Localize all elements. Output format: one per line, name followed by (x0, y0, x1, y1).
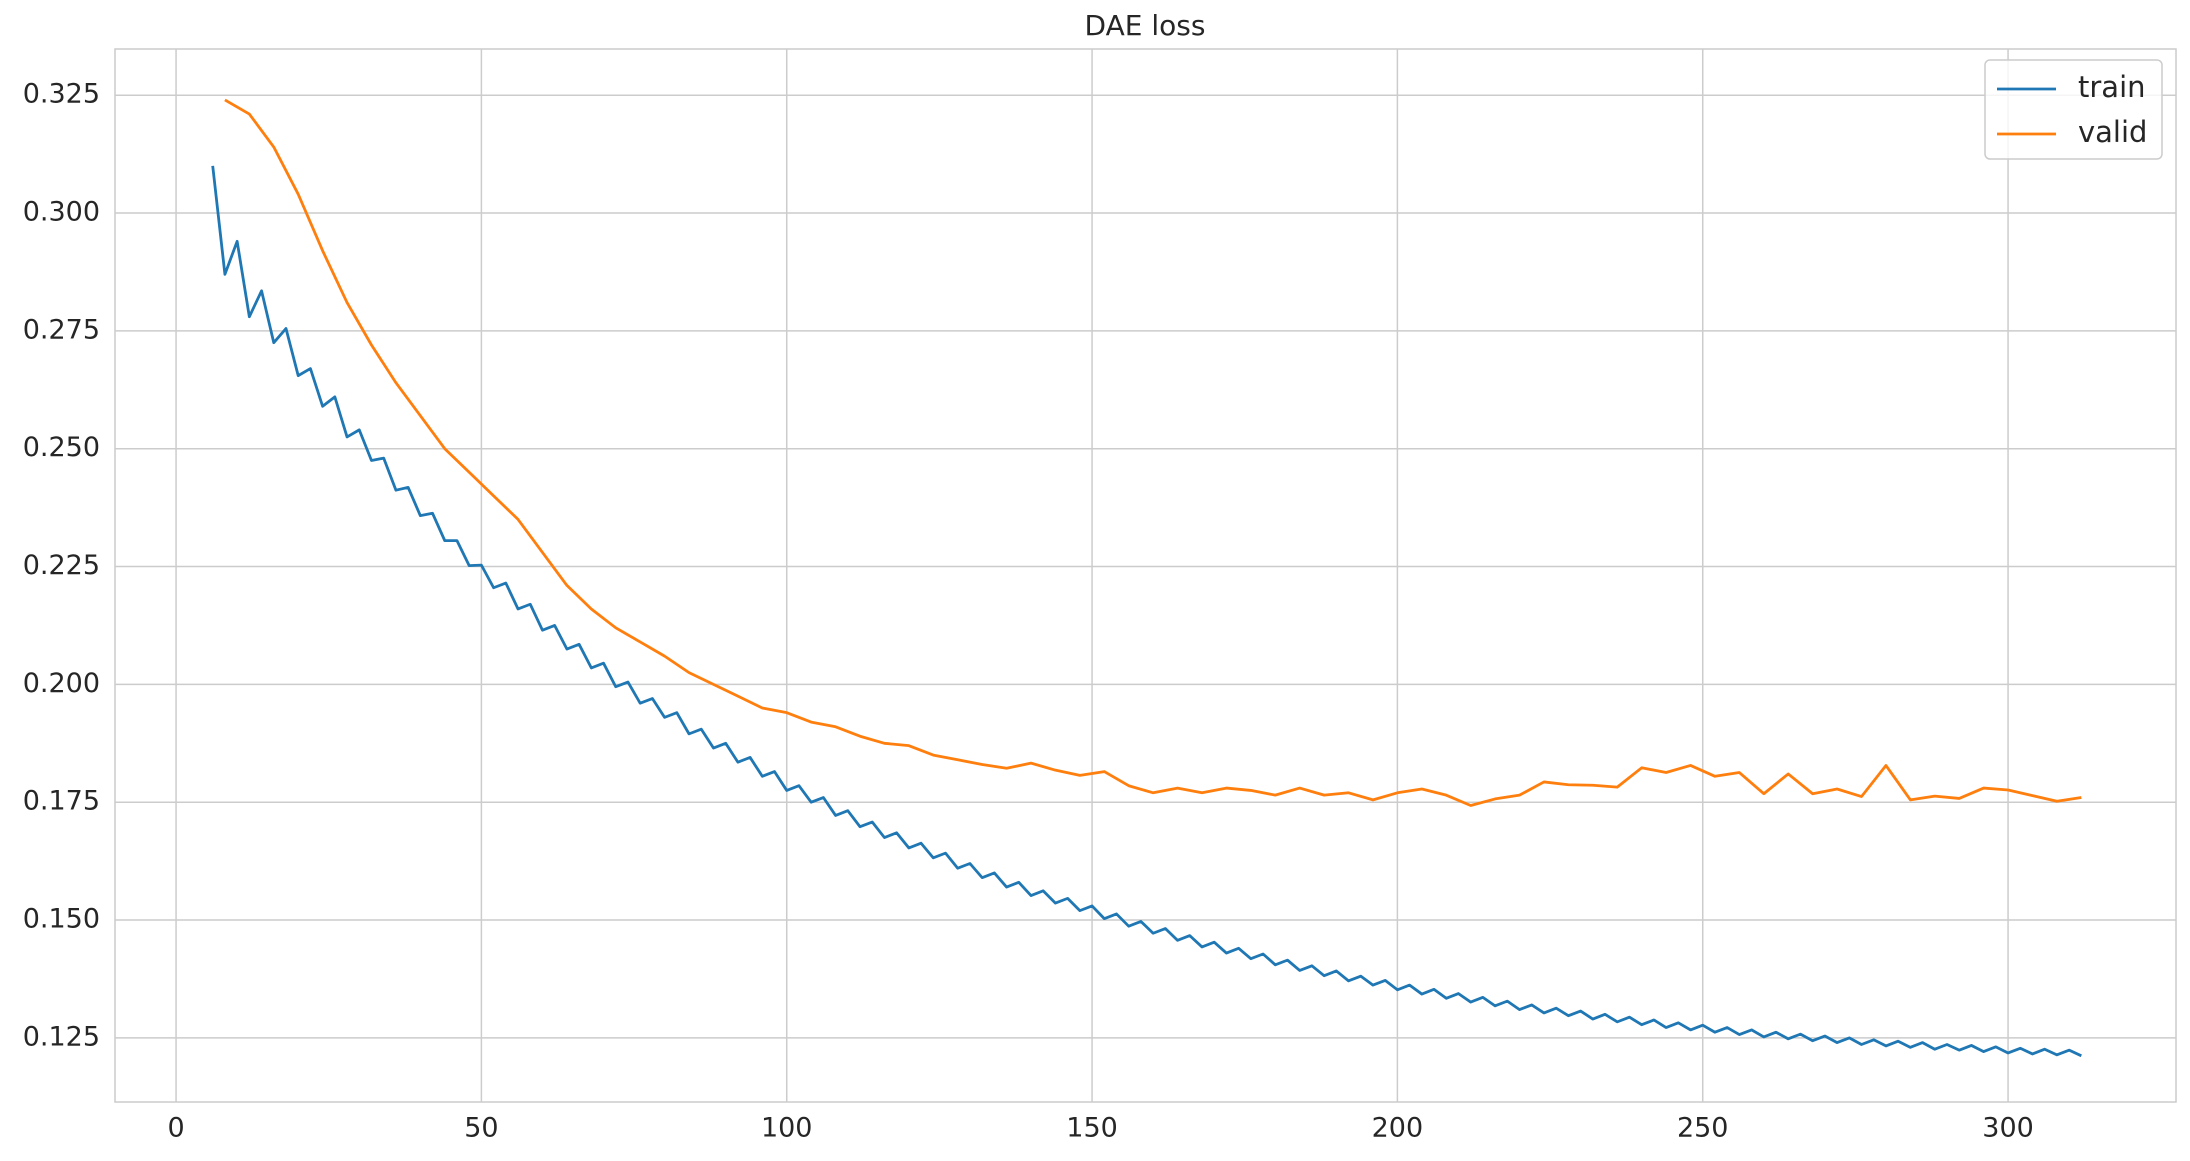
x-tick-label: 150 (1066, 1113, 1118, 1144)
legend-label: valid (2078, 115, 2147, 149)
legend-label: train (2078, 70, 2146, 104)
y-tick-label: 0.175 (23, 786, 100, 817)
x-tick-label: 100 (761, 1113, 813, 1144)
line-train (211, 165, 2082, 1058)
x-tick-label: 0 (167, 1113, 184, 1144)
y-tick-label: 0.225 (23, 550, 100, 581)
plot-frame (114, 48, 2177, 1103)
y-tick-label: 0.325 (23, 79, 100, 110)
x-tick-label: 200 (1372, 1113, 1424, 1144)
x-tick-label: 300 (1982, 1113, 2034, 1144)
x-tick-label: 250 (1677, 1113, 1729, 1144)
line-valid (224, 98, 2082, 807)
y-tick-label: 0.300 (23, 197, 100, 228)
chart-title: DAE loss (1085, 9, 1206, 42)
y-tick-label: 0.275 (23, 314, 100, 345)
x-tick-label: 50 (464, 1113, 498, 1144)
y-tick-label: 0.200 (23, 668, 100, 699)
y-tick-label: 0.250 (23, 432, 100, 463)
y-tick-label: 0.150 (23, 904, 100, 935)
y-tick-label: 0.125 (23, 1021, 100, 1052)
